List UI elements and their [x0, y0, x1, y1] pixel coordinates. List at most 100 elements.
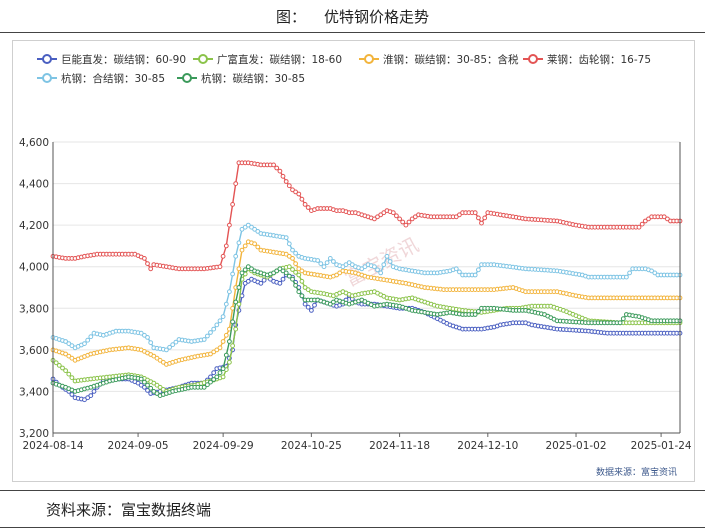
data-point	[249, 224, 254, 230]
data-point	[66, 371, 72, 377]
legend-label[interactable]: 广富直发：碳结钢：18-60	[217, 53, 342, 66]
data-point	[242, 267, 248, 273]
y-tick-label: 4,400	[19, 179, 49, 191]
x-tick-label: 2024-08-14	[22, 440, 83, 452]
data-point	[293, 261, 299, 267]
data-point	[381, 262, 387, 268]
data-point	[245, 222, 251, 228]
data-point	[286, 241, 292, 247]
data-point	[145, 388, 150, 393]
y-tick-label: 4,200	[19, 220, 49, 232]
y-tick-label: 3,400	[19, 386, 49, 398]
legend-swatch-marker	[364, 54, 374, 64]
data-point	[661, 214, 667, 220]
data-point	[299, 196, 305, 202]
data-point	[636, 224, 642, 230]
data-point	[148, 340, 154, 346]
data-point	[142, 384, 147, 390]
legend-label[interactable]: 杭钢：合结钢：30-85	[61, 72, 165, 85]
legend-label[interactable]: 莱钢：齿轮钢：16-75	[547, 53, 651, 66]
x-tick-label: 2024-11-18	[369, 440, 430, 452]
data-point	[56, 363, 62, 368]
data-point	[173, 339, 179, 345]
data-point	[236, 301, 242, 307]
data-point	[617, 320, 623, 326]
data-point	[227, 359, 232, 365]
chart-axes: 3,200 3,400 3,600 3,800 4,000 4,200 4,400 4,600…	[19, 137, 692, 452]
legend-label[interactable]: 杭钢：碳结钢：30-85	[201, 72, 305, 85]
data-point	[362, 264, 368, 270]
data-point	[472, 272, 478, 278]
data-point	[302, 285, 308, 290]
data-point	[299, 293, 305, 299]
data-point	[255, 229, 261, 234]
legend-swatch-marker	[42, 54, 52, 64]
data-point	[381, 210, 387, 216]
data-point	[327, 301, 333, 307]
data-point	[315, 258, 321, 263]
data-point	[390, 210, 396, 216]
data-point	[482, 215, 488, 221]
data-point	[208, 351, 213, 357]
data-point	[239, 226, 245, 232]
data-point	[290, 276, 295, 282]
data-point	[164, 347, 169, 353]
data-point	[145, 382, 150, 388]
data-point	[334, 272, 340, 278]
data-point	[280, 276, 286, 282]
legend-swatch-marker	[528, 54, 538, 64]
data-point	[378, 212, 384, 218]
data-point	[312, 302, 317, 308]
data-point	[211, 377, 217, 382]
data-point	[236, 266, 242, 272]
x-tick-label: 2025-01-02	[546, 440, 607, 452]
data-point	[274, 165, 280, 171]
data-point	[305, 205, 311, 210]
data-point	[286, 253, 292, 259]
data-point	[406, 219, 412, 225]
data-point	[230, 319, 236, 325]
data-point	[217, 345, 223, 351]
data-point	[142, 332, 147, 338]
legend-label[interactable]: 淮钢：碳结钢：30-85：含税	[383, 53, 519, 66]
data-point	[69, 375, 75, 381]
x-tick-label: 2024-09-05	[108, 440, 169, 452]
data-point	[145, 335, 150, 340]
data-point	[349, 262, 355, 268]
x-tick-label: 2024-12-10	[457, 440, 518, 452]
data-point	[290, 256, 295, 261]
data-point	[220, 339, 226, 344]
data-point	[236, 240, 242, 246]
data-point	[327, 256, 333, 261]
data-point	[242, 224, 248, 230]
series-5	[50, 222, 683, 353]
data-point	[220, 374, 226, 380]
data-point	[214, 374, 220, 380]
data-point	[135, 380, 141, 386]
chart-series	[50, 160, 683, 403]
data-point	[239, 247, 245, 253]
data-point	[53, 360, 59, 366]
data-point	[214, 322, 220, 328]
source-note: 数据来源：富宝资讯	[596, 466, 677, 478]
data-point	[230, 343, 236, 349]
source-text: 资料来源：富宝数据终端	[46, 500, 212, 519]
data-point	[290, 267, 295, 272]
legend-label[interactable]: 巨能直发：碳结钢：60-90	[61, 53, 186, 66]
data-point	[223, 352, 229, 358]
data-point	[220, 253, 226, 259]
data-point	[205, 333, 210, 339]
data-point	[60, 365, 65, 371]
data-point	[227, 339, 232, 344]
data-point	[453, 266, 459, 272]
data-point	[479, 220, 484, 226]
data-point	[82, 341, 87, 347]
x-tick-label: 2024-09-29	[193, 440, 254, 452]
data-point	[639, 221, 645, 227]
data-point	[277, 168, 283, 174]
data-point	[476, 267, 481, 273]
data-point	[305, 304, 311, 310]
series-6	[50, 264, 683, 399]
data-point	[274, 268, 280, 274]
data-point	[271, 162, 277, 168]
